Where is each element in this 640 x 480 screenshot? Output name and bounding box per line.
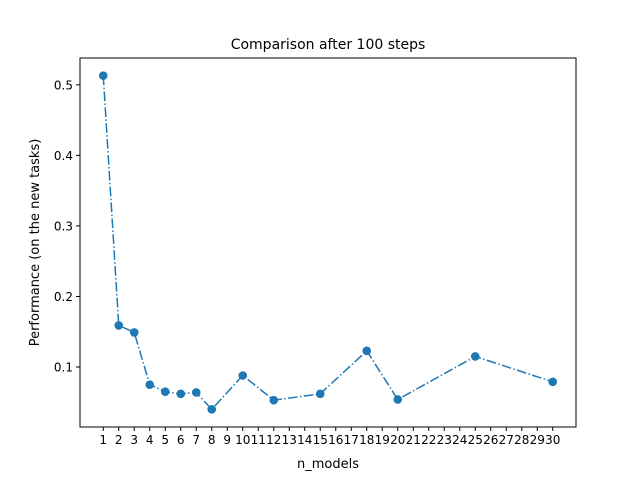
y-axis-label: Performance (on the new tasks) [28, 139, 43, 347]
x-tick-label: 10 [235, 433, 250, 447]
x-tick-label: 15 [313, 433, 328, 447]
y-tick-label: 0.4 [54, 149, 73, 163]
data-point [98, 71, 108, 80]
x-tick-label: 16 [328, 433, 343, 447]
y-axis: 0.1 0.2 0.3 0.4 0.5 [54, 78, 80, 375]
series-line [102, 75, 553, 411]
x-tick-label: 5 [161, 433, 169, 447]
data-point [238, 371, 248, 380]
x-tick-label: 4 [146, 433, 154, 447]
data-point [470, 352, 480, 361]
x-tick-label: 17 [344, 433, 359, 447]
data-point [176, 389, 186, 399]
data-point [269, 395, 279, 405]
x-tick-label: 8 [208, 433, 216, 447]
x-axis-label: n_models [297, 457, 359, 472]
data-point [207, 405, 217, 414]
chart-title: Comparison after 100 steps [231, 37, 426, 53]
x-tick-label: 26 [483, 433, 498, 447]
y-tick-label: 0.1 [54, 361, 73, 375]
x-tick-label: 25 [468, 433, 483, 447]
x-tick-label: 14 [297, 433, 312, 447]
y-tick-label: 0.5 [54, 78, 73, 92]
x-tick-label: 27 [499, 433, 514, 447]
x-tick-label: 19 [375, 433, 390, 447]
data-point [129, 328, 139, 337]
x-tick-label: 28 [514, 433, 529, 447]
x-tick-label: 13 [282, 433, 297, 447]
data-point [315, 389, 325, 399]
data-point [191, 388, 201, 397]
data-point [393, 395, 403, 404]
series-layer [98, 71, 558, 414]
y-tick-label: 0.3 [54, 219, 73, 233]
x-tick-label: 9 [223, 433, 231, 447]
x-tick-label: 1 [99, 433, 107, 447]
plot-frame [79, 57, 577, 428]
x-tick-label: 3 [130, 433, 138, 447]
x-tick-label: 2 [115, 433, 123, 447]
x-tick-label: 23 [437, 433, 452, 447]
data-point [145, 380, 155, 389]
x-tick-label: 21 [406, 433, 421, 447]
x-tick-label: 22 [421, 433, 436, 447]
data-point [548, 377, 558, 387]
data-point [114, 321, 124, 330]
x-tick-label: 7 [192, 433, 200, 447]
x-tick-label: 12 [266, 433, 281, 447]
x-tick-label: 30 [545, 433, 560, 447]
x-axis: 1 2 3 4 5 6 7 8 9 10 11 12 13 14 15 16 17 18 19 20 21 22 23 24 2… [99, 427, 560, 447]
x-tick-label: 24 [452, 433, 467, 447]
data-point [160, 387, 170, 397]
x-tick-label: 18 [359, 433, 374, 447]
x-tick-label: 11 [251, 433, 266, 447]
x-tick-label: 20 [390, 433, 405, 447]
x-tick-label: 29 [530, 433, 545, 447]
y-tick-label: 0.2 [54, 290, 73, 304]
x-tick-label: 6 [177, 433, 185, 447]
data-point [362, 346, 372, 356]
